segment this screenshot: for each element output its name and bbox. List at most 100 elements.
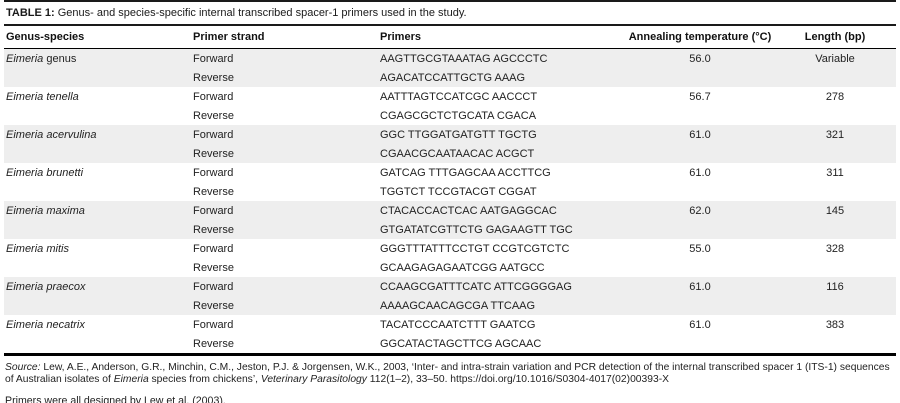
length-cell-empty xyxy=(774,68,896,87)
strand-cell: Forward xyxy=(191,277,378,296)
strand-cell: Forward xyxy=(191,201,378,220)
species-cell-empty xyxy=(4,258,191,277)
temperature-cell-empty xyxy=(626,144,774,163)
primer-cell: CTACACCACTCAC AATGAGGCAC xyxy=(378,201,626,220)
length-cell: Variable xyxy=(774,48,896,68)
strand-cell: Forward xyxy=(191,48,378,68)
primer-cell: AATTTAGTCCATCGC AACCCT xyxy=(380,90,538,103)
species-cell-empty xyxy=(4,296,191,315)
table-row-reverse: Reverse AAAAGCAACAGCGA TTCAAG xyxy=(4,296,896,315)
col-genus-species: Genus-species xyxy=(4,26,191,49)
species-cell-empty xyxy=(4,144,191,163)
length-cell-empty xyxy=(774,144,896,163)
strand-cell: Reverse xyxy=(191,68,378,87)
species-cell: Eimeria genus xyxy=(4,48,191,68)
strand-cell: Reverse xyxy=(191,296,378,315)
table-row-reverse: Reverse GGCATACTAGCTTCG AGCAAC xyxy=(4,334,896,355)
table-caption: TABLE 1: Genus- and species-specific int… xyxy=(4,0,896,26)
table-row-forward: Eimeria necatrix Forward TACATCCCAATCTTT G… xyxy=(4,315,896,334)
temperature-cell: 56.7 xyxy=(689,90,711,103)
table-row-reverse: Reverse GCAAGAGAGAATCGG AATGCC xyxy=(4,258,896,277)
species-cell: Eimeria praecox xyxy=(4,277,191,296)
table-row-reverse: Reverse AGACATCCATTGCTG AAAG xyxy=(4,68,896,87)
species-cell-empty xyxy=(4,334,191,355)
length-cell: 328 xyxy=(825,242,845,255)
source-segment-italic: Veterinary Parasitology xyxy=(260,374,367,386)
table-caption-text: Genus- and species-specific internal tra… xyxy=(54,7,467,19)
primer-cell: AAAAGCAACAGCGA TTCAAG xyxy=(378,296,626,315)
length-cell: 383 xyxy=(825,318,845,331)
primer-cell: GGCATACTAGCTTCG AGCAAC xyxy=(380,337,542,350)
source-segment: species from chickens’, xyxy=(148,374,261,386)
primers-table: Genus-species Primer strand Primers Anne… xyxy=(4,26,896,356)
length-cell: 278 xyxy=(825,90,845,103)
length-cell-empty xyxy=(774,296,896,315)
primer-cell: GGGTTTATTTCCTGT CCGTCGTCTC xyxy=(380,242,570,255)
strand-cell: Reverse xyxy=(191,220,378,239)
length-cell: 311 xyxy=(826,166,844,179)
table-row-reverse: Reverse CGAGCGCTCTGCATA CGACA xyxy=(4,106,896,125)
species-cell: Eimeria brunetti xyxy=(6,166,84,179)
species-cell: Eimeria maxima xyxy=(4,201,191,220)
length-cell-empty xyxy=(774,258,896,277)
temperature-cell: 61.0 xyxy=(626,277,774,296)
table-caption-label: TABLE 1: xyxy=(6,7,55,19)
primer-cell: CGAACGCAATAACAC ACGCT xyxy=(378,144,626,163)
species-cell: Eimeria tenella xyxy=(6,90,79,103)
length-cell-empty xyxy=(774,182,896,201)
strand-cell: Forward xyxy=(191,125,378,144)
table-row-forward: Eimeria maxima Forward CTACACCACTCAC AATGA… xyxy=(4,201,896,220)
table-body: Eimeria genus Forward AAGTTGCGTAAATAG AGCC… xyxy=(4,48,896,355)
temperature-cell-empty xyxy=(626,106,774,125)
strand-cell: Forward xyxy=(193,242,234,255)
primer-cell: CGAGCGCTCTGCATA CGACA xyxy=(380,109,537,122)
temperature-cell-empty xyxy=(626,220,774,239)
primers-designed-note: Primers were all designed by Lew et al. … xyxy=(5,394,226,403)
species-cell: Eimeria necatrix xyxy=(6,318,85,331)
strand-cell: Reverse xyxy=(193,185,234,198)
table-row-reverse: Reverse TGGTCT TCCGTACGT CGGAT xyxy=(4,182,896,201)
temperature-cell: 61.0 xyxy=(689,166,711,179)
length-cell: 116 xyxy=(774,277,896,296)
length-cell: 145 xyxy=(774,201,896,220)
source-note: Source: Lew, A.E., Anderson, G.R., Minch… xyxy=(4,362,896,387)
header-row: Genus-species Primer strand Primers Anne… xyxy=(4,26,896,49)
table-row-reverse: Reverse GTGATATCGTTCTG GAGAAGTT TGC xyxy=(4,220,896,239)
strand-cell: Reverse xyxy=(191,144,378,163)
table-row-forward: Eimeria genus Forward AAGTTGCGTAAATAG AGCC… xyxy=(4,48,896,68)
species-cell-empty xyxy=(4,106,191,125)
source-segment: Lew, A.E., Anderson, G.R., Minchin, C.M.… xyxy=(5,362,890,386)
temperature-cell-empty xyxy=(626,182,774,201)
primer-cell: GGC TTGGATGATGTT TGCTG xyxy=(378,125,626,144)
strand-cell: Reverse xyxy=(193,261,234,274)
temperature-cell: 62.0 xyxy=(626,201,774,220)
species-cell-empty xyxy=(4,220,191,239)
table-row-reverse: Reverse CGAACGCAATAACAC ACGCT xyxy=(4,144,896,163)
temperature-cell: 61.0 xyxy=(626,125,774,144)
temperature-cell-empty xyxy=(626,296,774,315)
length-cell: 321 xyxy=(774,125,896,144)
primer-cell: TACATCCCAATCTTT GAATCG xyxy=(380,318,536,331)
species-cell: Eimeria mitis xyxy=(6,242,69,255)
primer-cell: TGGTCT TCCGTACGT CGGAT xyxy=(380,185,537,198)
temperature-cell-empty xyxy=(626,68,774,87)
temperature-cell: 61.0 xyxy=(689,318,711,331)
species-cell: Eimeria acervulina xyxy=(4,125,191,144)
length-cell-empty xyxy=(774,220,896,239)
temperature-cell: 56.0 xyxy=(626,48,774,68)
table-row-forward: Eimeria praecox Forward CCAAGCGATTTCATC AT… xyxy=(4,277,896,296)
primer-cell: GCAAGAGAGAATCGG AATGCC xyxy=(380,261,545,274)
primer-cell: GATCAG TTTGAGCAA ACCTTCG xyxy=(380,166,551,179)
strand-cell: Forward xyxy=(193,90,234,103)
source-segment-italic: Source: xyxy=(5,362,41,373)
temperature-cell-empty xyxy=(626,258,774,277)
strand-cell: Reverse xyxy=(193,337,234,350)
col-primer-strand: Primer strand xyxy=(191,26,378,49)
temperature-cell-empty xyxy=(626,334,774,355)
table-row-forward: Eimeria mitis Forward GGGTTTATTTCCTGT CCGT… xyxy=(4,239,896,258)
source-segment-italic: Eimeria xyxy=(113,374,149,386)
col-primers: Primers xyxy=(378,26,626,49)
strand-cell: Forward xyxy=(193,166,234,179)
source-segment: 112(1–2), 33–50. https://doi.org/10.1016… xyxy=(366,374,669,386)
